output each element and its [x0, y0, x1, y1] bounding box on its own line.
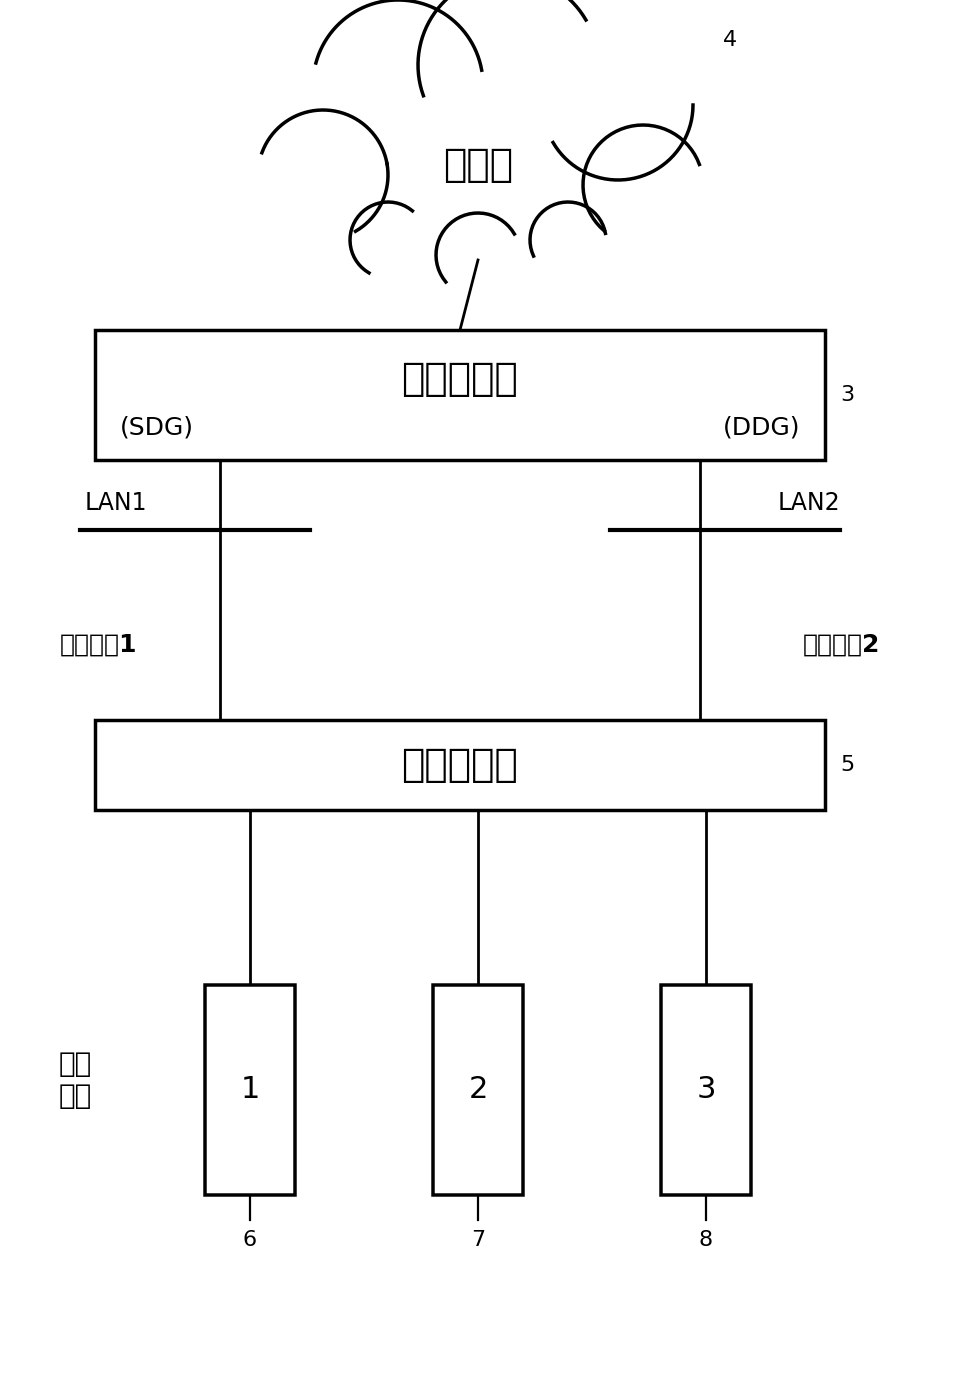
- Text: 接入
子网: 接入 子网: [58, 1050, 92, 1110]
- Circle shape: [258, 110, 388, 240]
- Text: 6: 6: [243, 1230, 257, 1250]
- Bar: [95, 330, 825, 460]
- Text: LAN2: LAN2: [777, 491, 840, 515]
- FancyBboxPatch shape: [433, 985, 523, 1195]
- Circle shape: [418, 0, 598, 155]
- Text: 网络端口2: 网络端口2: [803, 633, 880, 657]
- Circle shape: [530, 202, 606, 278]
- Text: 3: 3: [840, 385, 854, 405]
- Text: (DDG): (DDG): [723, 415, 800, 440]
- Bar: [95, 720, 825, 811]
- Text: 1: 1: [240, 1076, 260, 1105]
- Ellipse shape: [293, 45, 663, 275]
- Text: 5: 5: [840, 754, 855, 775]
- Text: 因特网: 因特网: [443, 146, 513, 184]
- Circle shape: [436, 213, 520, 297]
- Text: 接入路由器: 接入路由器: [402, 746, 518, 785]
- Text: (SDG): (SDG): [120, 415, 194, 440]
- Circle shape: [543, 30, 693, 180]
- FancyBboxPatch shape: [661, 985, 751, 1195]
- Text: 骨干路由器: 骨干路由器: [402, 360, 518, 398]
- Text: 2: 2: [468, 1076, 488, 1105]
- Text: 7: 7: [471, 1230, 485, 1250]
- Text: 4: 4: [723, 30, 737, 49]
- Text: 8: 8: [699, 1230, 713, 1250]
- Text: LAN1: LAN1: [85, 491, 147, 515]
- Text: 3: 3: [696, 1076, 716, 1105]
- Circle shape: [350, 202, 426, 278]
- Circle shape: [313, 0, 483, 170]
- FancyBboxPatch shape: [205, 985, 295, 1195]
- Circle shape: [583, 125, 703, 245]
- Text: 网络端口1: 网络端口1: [60, 633, 138, 657]
